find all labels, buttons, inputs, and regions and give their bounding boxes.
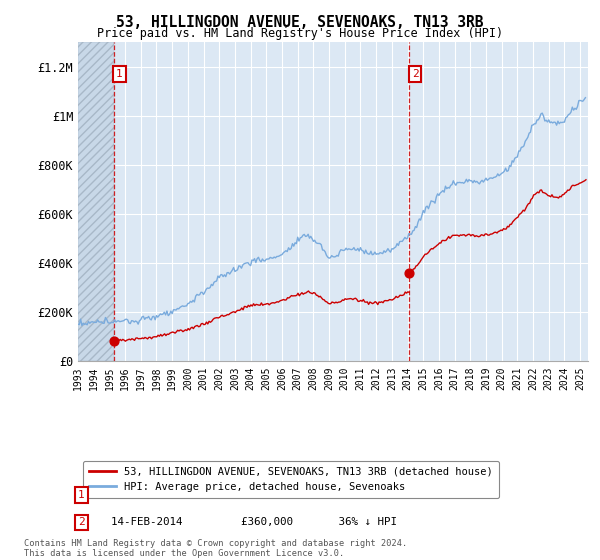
Legend: 53, HILLINGDON AVENUE, SEVENOAKS, TN13 3RB (detached house), HPI: Average price,: 53, HILLINGDON AVENUE, SEVENOAKS, TN13 3… [83, 460, 499, 498]
Text: 2: 2 [412, 69, 419, 79]
Text: 1: 1 [78, 490, 85, 500]
Point [404, 268, 414, 277]
Text: Contains HM Land Registry data © Crown copyright and database right 2024.
This d: Contains HM Land Registry data © Crown c… [24, 539, 407, 558]
Text: 14-FEB-2014         £360,000       36% ↓ HPI: 14-FEB-2014 £360,000 36% ↓ HPI [98, 517, 397, 528]
Text: 07-APR-1995          £80,500       48% ↓ HPI: 07-APR-1995 £80,500 48% ↓ HPI [98, 490, 397, 500]
Point [109, 337, 118, 346]
Text: 2: 2 [78, 517, 85, 528]
Text: Price paid vs. HM Land Registry's House Price Index (HPI): Price paid vs. HM Land Registry's House … [97, 27, 503, 40]
Bar [78, 42, 113, 361]
Text: 1: 1 [116, 69, 123, 79]
Text: 53, HILLINGDON AVENUE, SEVENOAKS, TN13 3RB: 53, HILLINGDON AVENUE, SEVENOAKS, TN13 3… [116, 15, 484, 30]
